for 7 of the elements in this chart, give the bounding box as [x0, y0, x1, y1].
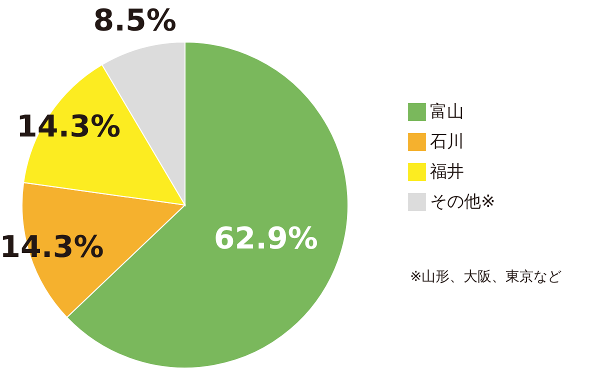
legend-label: 富山: [430, 102, 464, 122]
text: ※山形、大阪、東京など: [410, 269, 562, 285]
data-label: 62.9%: [214, 222, 318, 257]
legend-label: 福井: [430, 162, 464, 182]
legend-label: 石川: [430, 132, 464, 152]
legend-label: その他※: [430, 192, 496, 212]
data-label: 8.5%: [93, 4, 176, 39]
